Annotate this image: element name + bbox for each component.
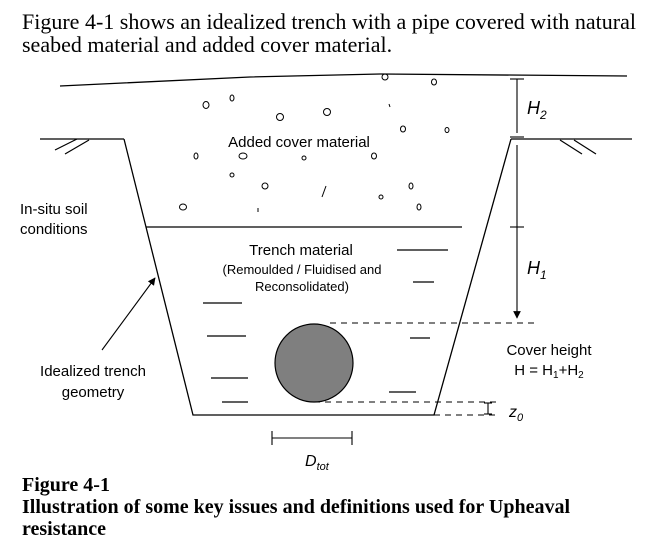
cover-height-label-2: H = H1+H2 bbox=[514, 362, 584, 381]
cover-height-label-1: Cover height bbox=[506, 342, 592, 359]
d-label: Dtot bbox=[305, 453, 330, 473]
trench-outline bbox=[123, 138, 512, 416]
seabed-hatch-left bbox=[54, 138, 90, 155]
geometry-label-2: geometry bbox=[62, 384, 125, 401]
z0-label: z0 bbox=[508, 404, 524, 424]
h2-label: H2 bbox=[527, 98, 547, 122]
figure-caption: Illustration of some key issues and defi… bbox=[22, 496, 571, 540]
trench-label-2: (Remoulded / Fluidised and bbox=[223, 262, 382, 277]
cover-label: Added cover material bbox=[228, 134, 370, 151]
cover-particles bbox=[179, 73, 450, 212]
intro-paragraph: Figure 4-1 shows an idealized trench wit… bbox=[22, 9, 636, 57]
h1-label: H1 bbox=[527, 258, 547, 282]
insitu-label-1: In-situ soil bbox=[20, 201, 88, 218]
geometry-label-1: Idealized trench bbox=[40, 363, 146, 380]
pipe bbox=[274, 323, 354, 403]
seabed-hatch-right bbox=[559, 139, 597, 155]
figure-number: Figure 4-1 bbox=[22, 474, 110, 496]
trench-dashes bbox=[203, 249, 448, 403]
geometry-arrow bbox=[101, 277, 156, 351]
trench-label-3: Reconsolidated) bbox=[255, 279, 349, 294]
insitu-label-2: conditions bbox=[20, 221, 88, 238]
trench-label-1: Trench material bbox=[249, 242, 353, 259]
cover-surface-line bbox=[59, 73, 628, 87]
